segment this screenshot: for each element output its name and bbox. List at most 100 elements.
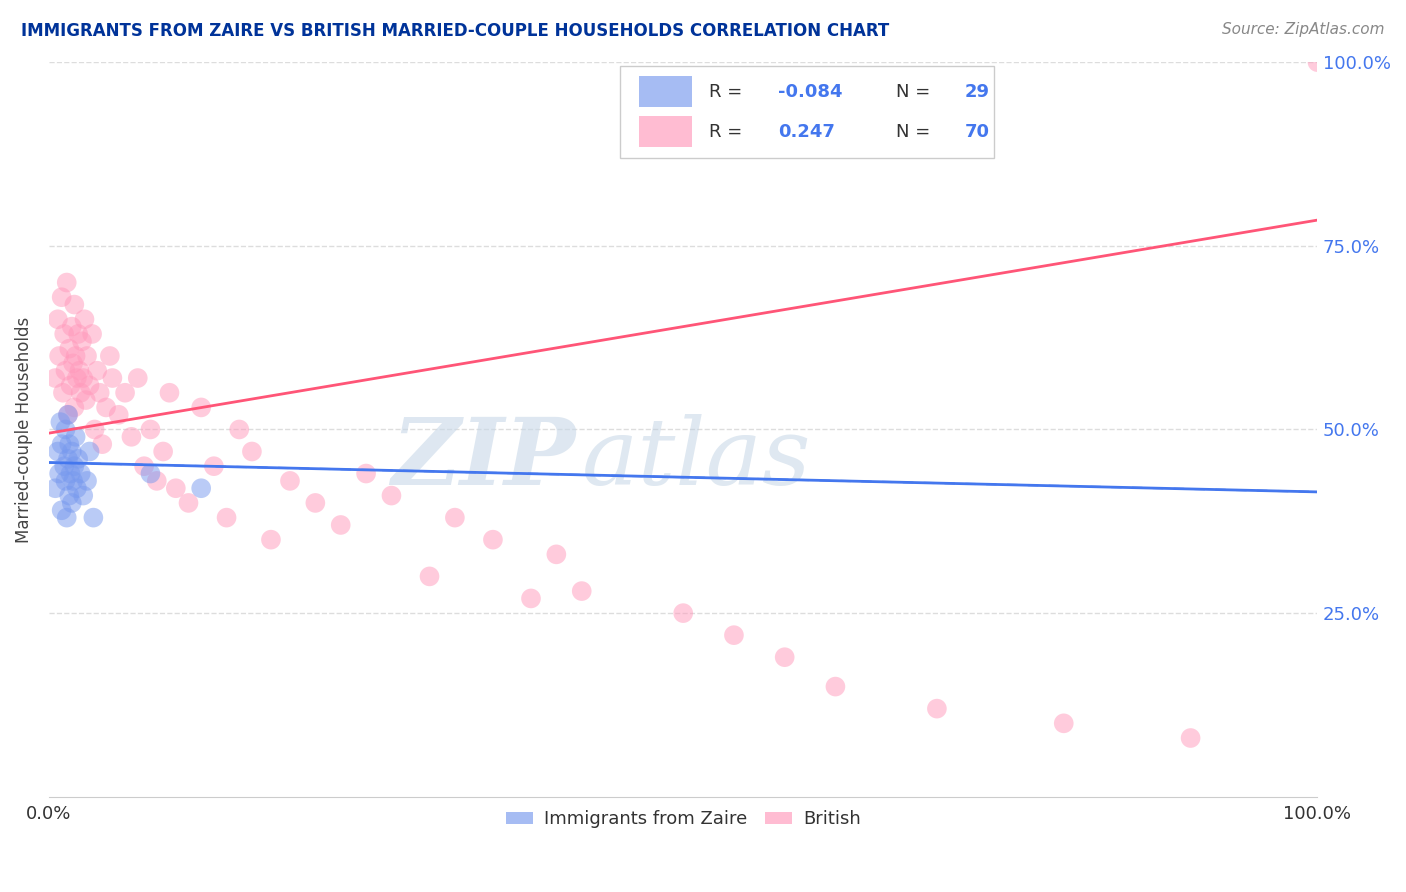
Point — [120, 430, 142, 444]
Point — [159, 385, 181, 400]
Point — [66, 481, 89, 495]
Text: 0.247: 0.247 — [779, 122, 835, 141]
Point — [62, 356, 84, 370]
Point — [51, 503, 73, 517]
Point — [82, 326, 104, 341]
Point — [67, 326, 90, 341]
Point — [304, 496, 326, 510]
Point — [824, 680, 846, 694]
Point — [107, 408, 129, 422]
Point — [55, 510, 77, 524]
Point — [228, 422, 250, 436]
Point — [69, 385, 91, 400]
Point — [60, 444, 83, 458]
Point — [55, 276, 77, 290]
Point — [86, 364, 108, 378]
Point — [82, 510, 104, 524]
Point — [53, 459, 76, 474]
Text: 70: 70 — [965, 122, 990, 141]
Point — [44, 481, 66, 495]
Point — [55, 422, 77, 436]
Point — [482, 533, 505, 547]
Point — [190, 481, 212, 495]
Point — [48, 349, 70, 363]
Point — [63, 297, 86, 311]
Point — [67, 451, 90, 466]
Point — [146, 474, 169, 488]
Point — [1053, 716, 1076, 731]
Text: IMMIGRANTS FROM ZAIRE VS BRITISH MARRIED-COUPLE HOUSEHOLDS CORRELATION CHART: IMMIGRANTS FROM ZAIRE VS BRITISH MARRIED… — [21, 22, 890, 40]
Point — [56, 408, 79, 422]
Point — [76, 474, 98, 488]
Point — [723, 628, 745, 642]
Point — [46, 444, 69, 458]
Point — [51, 437, 73, 451]
Point — [215, 510, 238, 524]
Point — [75, 393, 97, 408]
Y-axis label: Married-couple Households: Married-couple Households — [15, 317, 32, 542]
Point — [101, 371, 124, 385]
Point — [56, 451, 79, 466]
Point — [66, 371, 89, 385]
Point — [79, 378, 101, 392]
FancyBboxPatch shape — [638, 77, 692, 107]
Point — [418, 569, 440, 583]
Text: N =: N = — [896, 83, 936, 101]
Point — [51, 290, 73, 304]
Point — [49, 415, 72, 429]
Point — [58, 437, 80, 451]
Point — [56, 408, 79, 422]
Point — [48, 467, 70, 481]
Point — [546, 547, 568, 561]
Point — [139, 422, 162, 436]
Point — [52, 385, 75, 400]
Point — [925, 701, 948, 715]
Text: R =: R = — [709, 83, 748, 101]
Text: N =: N = — [896, 122, 936, 141]
Point — [89, 385, 111, 400]
Point — [44, 371, 66, 385]
Point — [152, 444, 174, 458]
Point — [139, 467, 162, 481]
Point — [79, 444, 101, 458]
Point — [65, 430, 87, 444]
Point — [58, 342, 80, 356]
Point — [773, 650, 796, 665]
Point — [278, 474, 301, 488]
Point — [73, 312, 96, 326]
Point — [70, 334, 93, 349]
Point — [65, 349, 87, 363]
Point — [329, 518, 352, 533]
Point — [55, 474, 77, 488]
Text: R =: R = — [709, 122, 748, 141]
Point — [59, 378, 82, 392]
FancyBboxPatch shape — [620, 66, 994, 158]
Text: ZIP: ZIP — [391, 414, 575, 504]
Point — [76, 349, 98, 363]
Text: -0.084: -0.084 — [779, 83, 842, 101]
Point — [55, 364, 77, 378]
Point — [571, 584, 593, 599]
Legend: Immigrants from Zaire, British: Immigrants from Zaire, British — [499, 803, 868, 836]
Point — [94, 401, 117, 415]
Point — [62, 474, 84, 488]
Point — [165, 481, 187, 495]
Point — [114, 385, 136, 400]
Point — [72, 371, 94, 385]
Point — [53, 326, 76, 341]
Text: 29: 29 — [965, 83, 990, 101]
Point — [83, 422, 105, 436]
Point — [260, 533, 283, 547]
Point — [240, 444, 263, 458]
FancyBboxPatch shape — [638, 116, 692, 147]
Point — [46, 312, 69, 326]
Point — [202, 459, 225, 474]
Point — [60, 496, 83, 510]
Point — [69, 467, 91, 481]
Point — [58, 489, 80, 503]
Point — [67, 364, 90, 378]
Point — [190, 401, 212, 415]
Point — [60, 319, 83, 334]
Point — [63, 459, 86, 474]
Point — [91, 437, 114, 451]
